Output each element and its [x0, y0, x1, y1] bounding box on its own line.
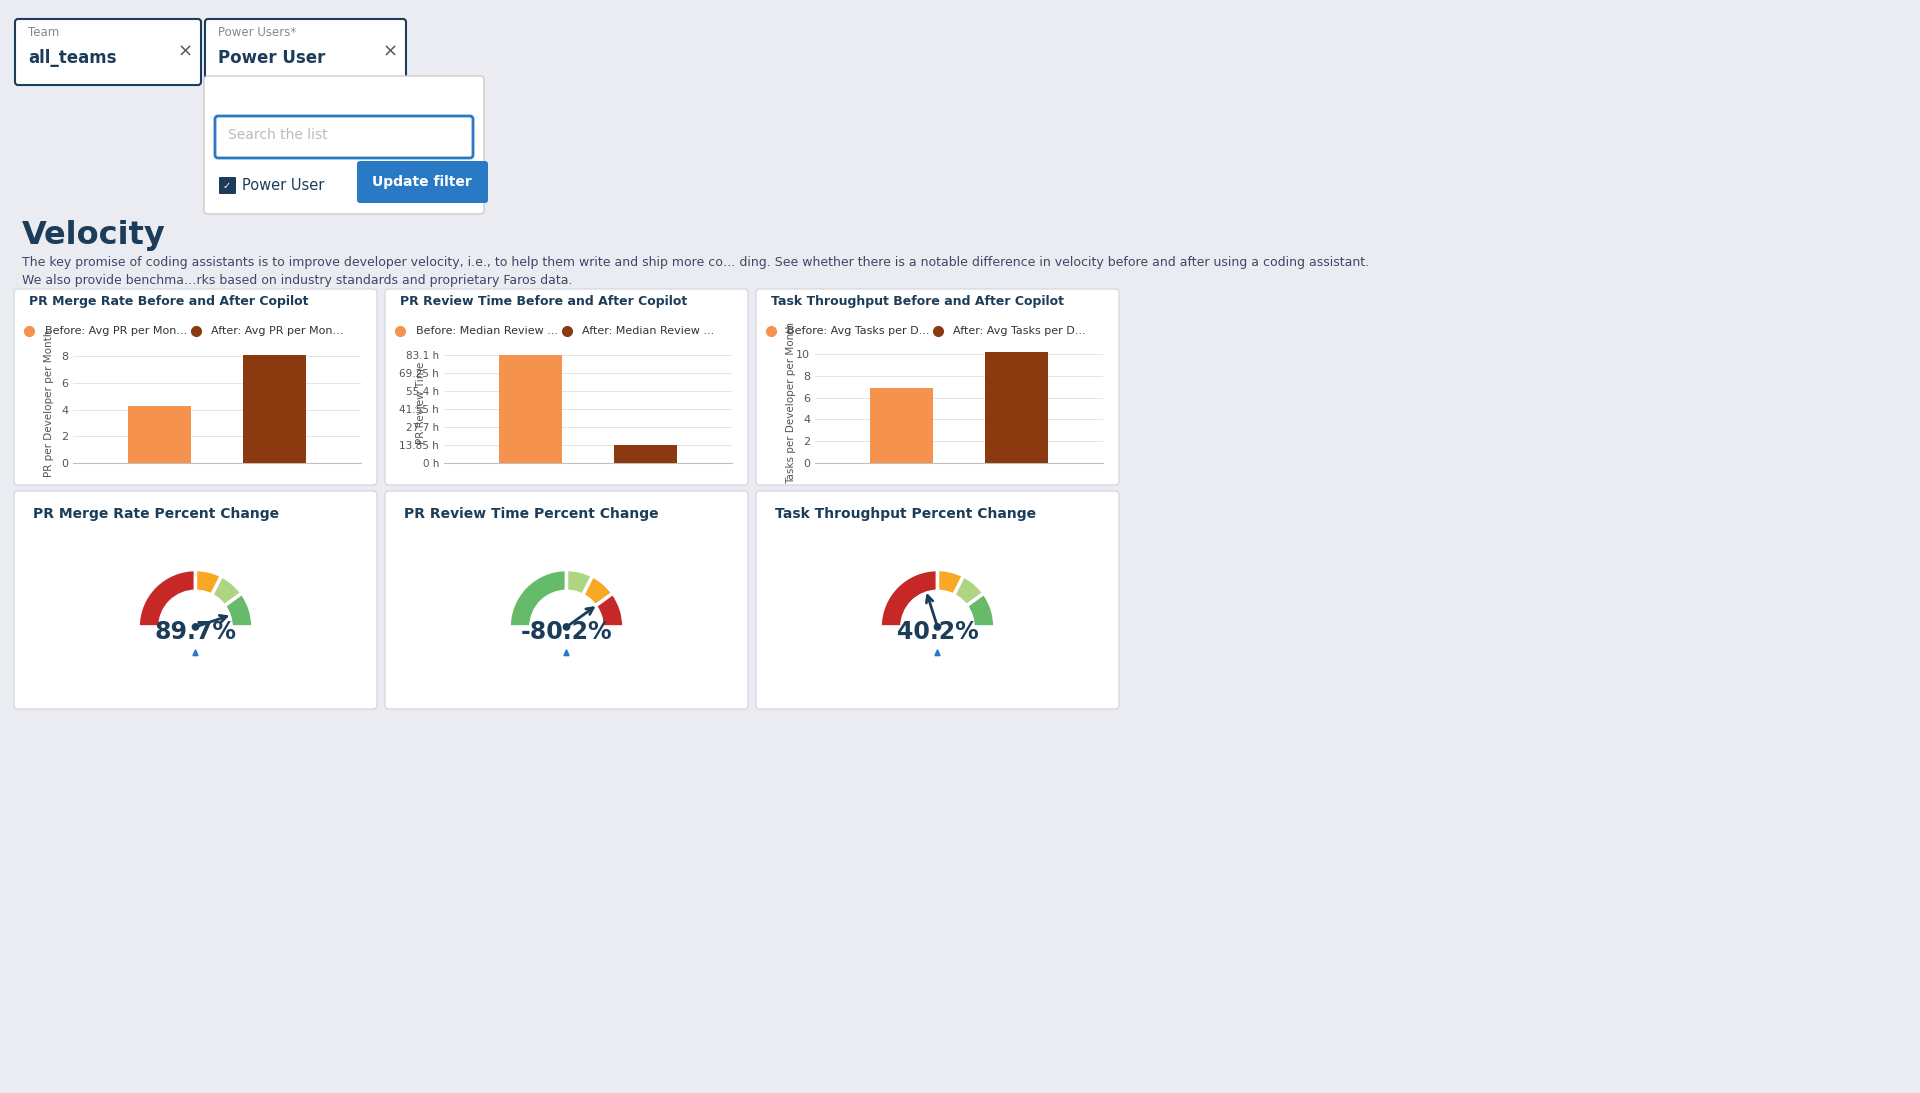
FancyBboxPatch shape: [13, 289, 376, 485]
Wedge shape: [937, 569, 964, 596]
FancyBboxPatch shape: [205, 19, 405, 85]
FancyBboxPatch shape: [215, 116, 472, 158]
Circle shape: [563, 624, 570, 630]
Text: Task Throughput Percent Change: Task Throughput Percent Change: [776, 507, 1037, 521]
Text: Before: Median Review ...: Before: Median Review ...: [415, 326, 559, 336]
Text: Before: Avg PR per Mon...: Before: Avg PR per Mon...: [44, 326, 186, 336]
Text: Velocity: Velocity: [21, 220, 165, 251]
Wedge shape: [954, 576, 983, 606]
FancyBboxPatch shape: [386, 491, 749, 709]
Polygon shape: [192, 650, 198, 656]
Text: Before: Avg Tasks per D...: Before: Avg Tasks per D...: [787, 326, 929, 336]
Wedge shape: [138, 569, 196, 627]
Text: 89.7%: 89.7%: [154, 620, 236, 644]
Circle shape: [935, 624, 941, 630]
FancyBboxPatch shape: [756, 491, 1119, 709]
Text: ×: ×: [382, 43, 397, 61]
Text: After: Median Review ...: After: Median Review ...: [582, 326, 714, 336]
Text: PR Review Time Before and After Copilot: PR Review Time Before and After Copilot: [401, 295, 687, 308]
Text: Power User: Power User: [219, 49, 324, 67]
Text: Task Throughput Before and After Copilot: Task Throughput Before and After Copilot: [772, 295, 1064, 308]
Text: Power Users*: Power Users*: [219, 26, 296, 39]
Bar: [244, 355, 307, 463]
Wedge shape: [566, 569, 593, 596]
Text: ✓: ✓: [223, 181, 230, 191]
Bar: [499, 354, 563, 463]
Text: Search the list: Search the list: [228, 128, 328, 142]
Text: Update filter: Update filter: [372, 175, 472, 189]
Text: We also provide benchma…rks based on industry standards and proprietary Faros da: We also provide benchma…rks based on ind…: [21, 274, 572, 287]
FancyBboxPatch shape: [219, 177, 236, 193]
Bar: [870, 388, 933, 463]
Text: After: Avg PR per Mon...: After: Avg PR per Mon...: [211, 326, 344, 336]
Wedge shape: [582, 576, 612, 606]
Text: The key promise of coding assistants is to improve developer velocity, i.e., to : The key promise of coding assistants is …: [21, 256, 1369, 269]
Text: Team: Team: [29, 26, 60, 39]
Text: PR Merge Rate Before and After Copilot: PR Merge Rate Before and After Copilot: [29, 295, 309, 308]
Polygon shape: [935, 650, 941, 656]
Text: PR Review Time: PR Review Time: [415, 362, 426, 444]
Text: -80.2%: -80.2%: [520, 620, 612, 644]
Wedge shape: [879, 569, 937, 627]
Wedge shape: [225, 593, 253, 627]
Wedge shape: [211, 576, 242, 606]
Bar: [0, 0, 1920, 95]
Text: After: Avg Tasks per D...: After: Avg Tasks per D...: [952, 326, 1085, 336]
Circle shape: [192, 624, 198, 630]
Text: Tasks per Developer per Month: Tasks per Developer per Month: [787, 322, 797, 484]
Bar: [129, 406, 192, 463]
Text: all_teams: all_teams: [29, 49, 117, 67]
Polygon shape: [564, 650, 568, 656]
Text: Power User: Power User: [242, 178, 324, 193]
FancyBboxPatch shape: [386, 289, 749, 485]
Wedge shape: [196, 569, 221, 596]
FancyBboxPatch shape: [357, 161, 488, 203]
Text: PR per Developer per Month: PR per Developer per Month: [44, 329, 54, 477]
Text: ×: ×: [177, 43, 192, 61]
Text: PR Merge Rate Percent Change: PR Merge Rate Percent Change: [33, 507, 278, 521]
Wedge shape: [595, 593, 624, 627]
Wedge shape: [509, 569, 566, 627]
FancyBboxPatch shape: [204, 77, 484, 214]
Bar: [985, 352, 1048, 463]
Bar: [614, 445, 678, 463]
Text: PR Review Time Percent Change: PR Review Time Percent Change: [403, 507, 659, 521]
Wedge shape: [966, 593, 995, 627]
Text: 40.2%: 40.2%: [897, 620, 979, 644]
FancyBboxPatch shape: [15, 19, 202, 85]
FancyBboxPatch shape: [13, 491, 376, 709]
FancyBboxPatch shape: [756, 289, 1119, 485]
